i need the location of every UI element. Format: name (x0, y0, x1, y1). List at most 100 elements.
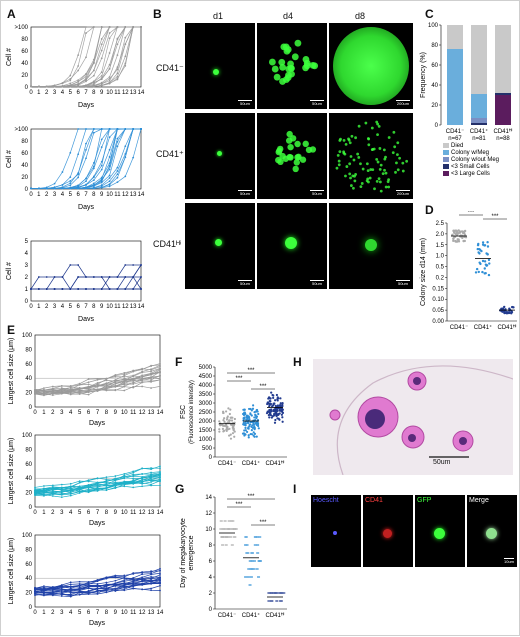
y-tick-label: 1500 (199, 428, 213, 434)
data-point (474, 271, 478, 274)
data-point (123, 373, 126, 376)
channel-label: Merge (469, 497, 489, 504)
data-point (85, 80, 87, 83)
legend-swatch (443, 164, 449, 169)
data-point (274, 404, 277, 407)
x-tick-label: 0 (29, 304, 33, 310)
data-point (34, 493, 36, 496)
data-point (124, 26, 127, 28)
data-point (114, 382, 117, 385)
y-tick-label: 4000 (199, 383, 213, 389)
data-point (252, 404, 255, 407)
data-point (281, 420, 284, 423)
data-point (100, 288, 103, 290)
x-tick-label: 1 (37, 90, 41, 96)
data-point (150, 589, 152, 592)
cell (347, 137, 350, 141)
data-point (272, 396, 275, 399)
data-point (30, 187, 32, 190)
row-label-cd41neg: CD41⁻ (156, 63, 184, 73)
x-tick-label: 12 (122, 90, 129, 96)
fiber-line (336, 365, 513, 475)
cell (353, 179, 357, 183)
data-point (60, 593, 63, 596)
y-tick-label: 0 (29, 405, 33, 411)
cell (284, 46, 292, 53)
data-point (159, 467, 161, 470)
data-point (257, 560, 261, 562)
data-point (105, 476, 108, 479)
data-point (60, 486, 63, 489)
merge-spot (486, 528, 497, 539)
data-point (132, 276, 135, 278)
data-point (268, 403, 271, 407)
scale-bar: 50um (396, 280, 410, 286)
data-point (60, 493, 63, 496)
cell (378, 167, 382, 171)
data-point (267, 600, 271, 602)
x-tick-label: 3 (60, 610, 64, 616)
data-point (276, 404, 280, 407)
data-point (92, 161, 95, 164)
x-tick-label: 11 (130, 610, 137, 616)
data-point (123, 389, 126, 392)
data-point (481, 241, 485, 244)
data-point (132, 572, 135, 574)
significance-label: *** (247, 494, 255, 500)
data-point (247, 427, 250, 430)
data-point (245, 544, 249, 546)
data-point (463, 229, 467, 233)
x-tick-label: 10 (106, 90, 113, 96)
y-tick-label: 60 (21, 49, 28, 55)
data-point (69, 82, 72, 85)
data-point (244, 576, 248, 578)
x-tick-label: 7 (84, 304, 88, 310)
panel-g-scatter: 0 2 4 6 8 10 12 14 *** *** *** CD41⁻ CD41⁺ CD41ᴴⁱ Day… (180, 494, 287, 619)
image-gfp: GFP (415, 495, 465, 567)
scale-bar: 50um (310, 100, 324, 106)
cell-cluster (275, 130, 317, 173)
data-point (69, 491, 72, 494)
data-point (123, 472, 126, 475)
x-axis-label: Days (89, 620, 105, 627)
data-point (34, 486, 36, 489)
data-point (218, 430, 221, 433)
data-point (124, 156, 127, 159)
y-tick-label: 2.0 (436, 232, 445, 238)
y-tick-label: 20 (21, 175, 28, 181)
cell (357, 156, 361, 159)
data-point (132, 583, 135, 585)
data-point (100, 26, 103, 28)
y-tick-label: 0.05 (432, 308, 444, 314)
gfp-spot (434, 528, 445, 539)
x-tick-label: 6 (76, 90, 80, 96)
micrograph-cd41hi-d4: 50um (257, 203, 327, 289)
data-point (159, 579, 161, 582)
data-point (223, 520, 227, 522)
x-tick-label: 13 (148, 610, 155, 616)
cell (360, 182, 364, 185)
data-point (124, 55, 127, 58)
data-point (69, 85, 72, 88)
data-point (85, 32, 87, 34)
data-point (508, 311, 511, 315)
bar-segment (471, 94, 487, 118)
data-point (114, 582, 117, 585)
data-point (159, 362, 161, 365)
data-point (92, 288, 95, 290)
y-tick-label: 20 (21, 73, 28, 79)
data-point (60, 595, 63, 597)
data-point (123, 371, 126, 374)
x-tick-label: 4 (61, 192, 65, 198)
data-point (219, 520, 223, 522)
data-point (51, 485, 54, 488)
data-point (123, 579, 126, 581)
category-label: CD41⁻ (218, 461, 237, 467)
data-point (257, 412, 260, 416)
category-label: CD41ᴴⁱ (494, 127, 513, 135)
data-point (69, 392, 72, 395)
data-point (87, 393, 90, 396)
y-tick-label: >100 (14, 127, 28, 133)
y-tick-label: >100 (14, 25, 28, 31)
cell (365, 162, 369, 166)
